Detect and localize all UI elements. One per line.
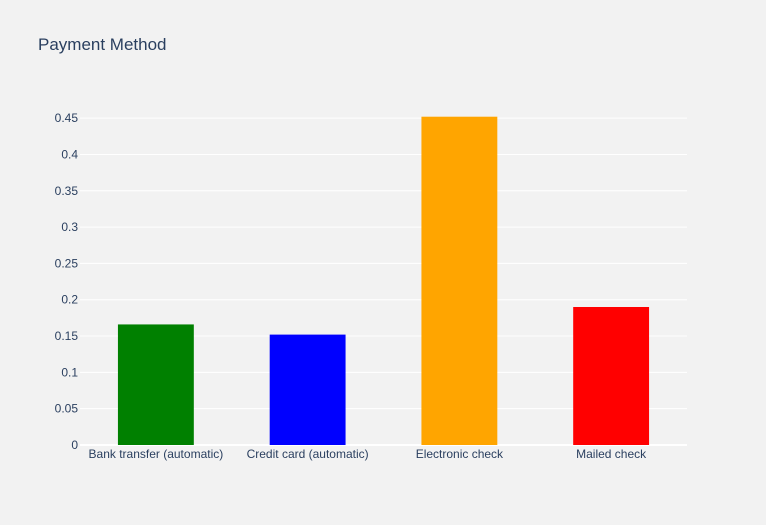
y-tick-label: 0.05 xyxy=(55,402,79,416)
y-tick-label: 0.4 xyxy=(61,147,78,161)
bar[interactable] xyxy=(421,116,498,445)
x-tick-label: Electronic check xyxy=(416,447,504,461)
y-tick-label: 0.25 xyxy=(55,256,79,270)
y-tick-label: 0.15 xyxy=(55,329,79,343)
y-tick-label: 0.45 xyxy=(55,111,79,125)
x-axis-ticks: Bank transfer (automatic) Credit card (au… xyxy=(89,447,648,461)
y-tick-label: 0 xyxy=(71,438,78,452)
y-tick-label: 0.1 xyxy=(61,365,78,379)
x-tick-label: Bank transfer (automatic) xyxy=(89,447,224,461)
y-axis-ticks: 0 0.05 0.1 0.15 0.2 0.25 0.3 0.35 0.4 0.45 xyxy=(55,111,79,452)
y-tick-label: 0.3 xyxy=(61,220,78,234)
chart-title: Payment Method xyxy=(38,35,167,54)
x-tick-label: Mailed check xyxy=(576,447,647,461)
y-tick-label: 0.35 xyxy=(55,184,79,198)
y-tick-label: 0.2 xyxy=(61,293,78,307)
bar[interactable] xyxy=(269,334,346,445)
bar[interactable] xyxy=(117,324,194,445)
bars xyxy=(117,116,650,445)
x-tick-label: Credit card (automatic) xyxy=(247,447,369,461)
bar[interactable] xyxy=(573,307,650,445)
